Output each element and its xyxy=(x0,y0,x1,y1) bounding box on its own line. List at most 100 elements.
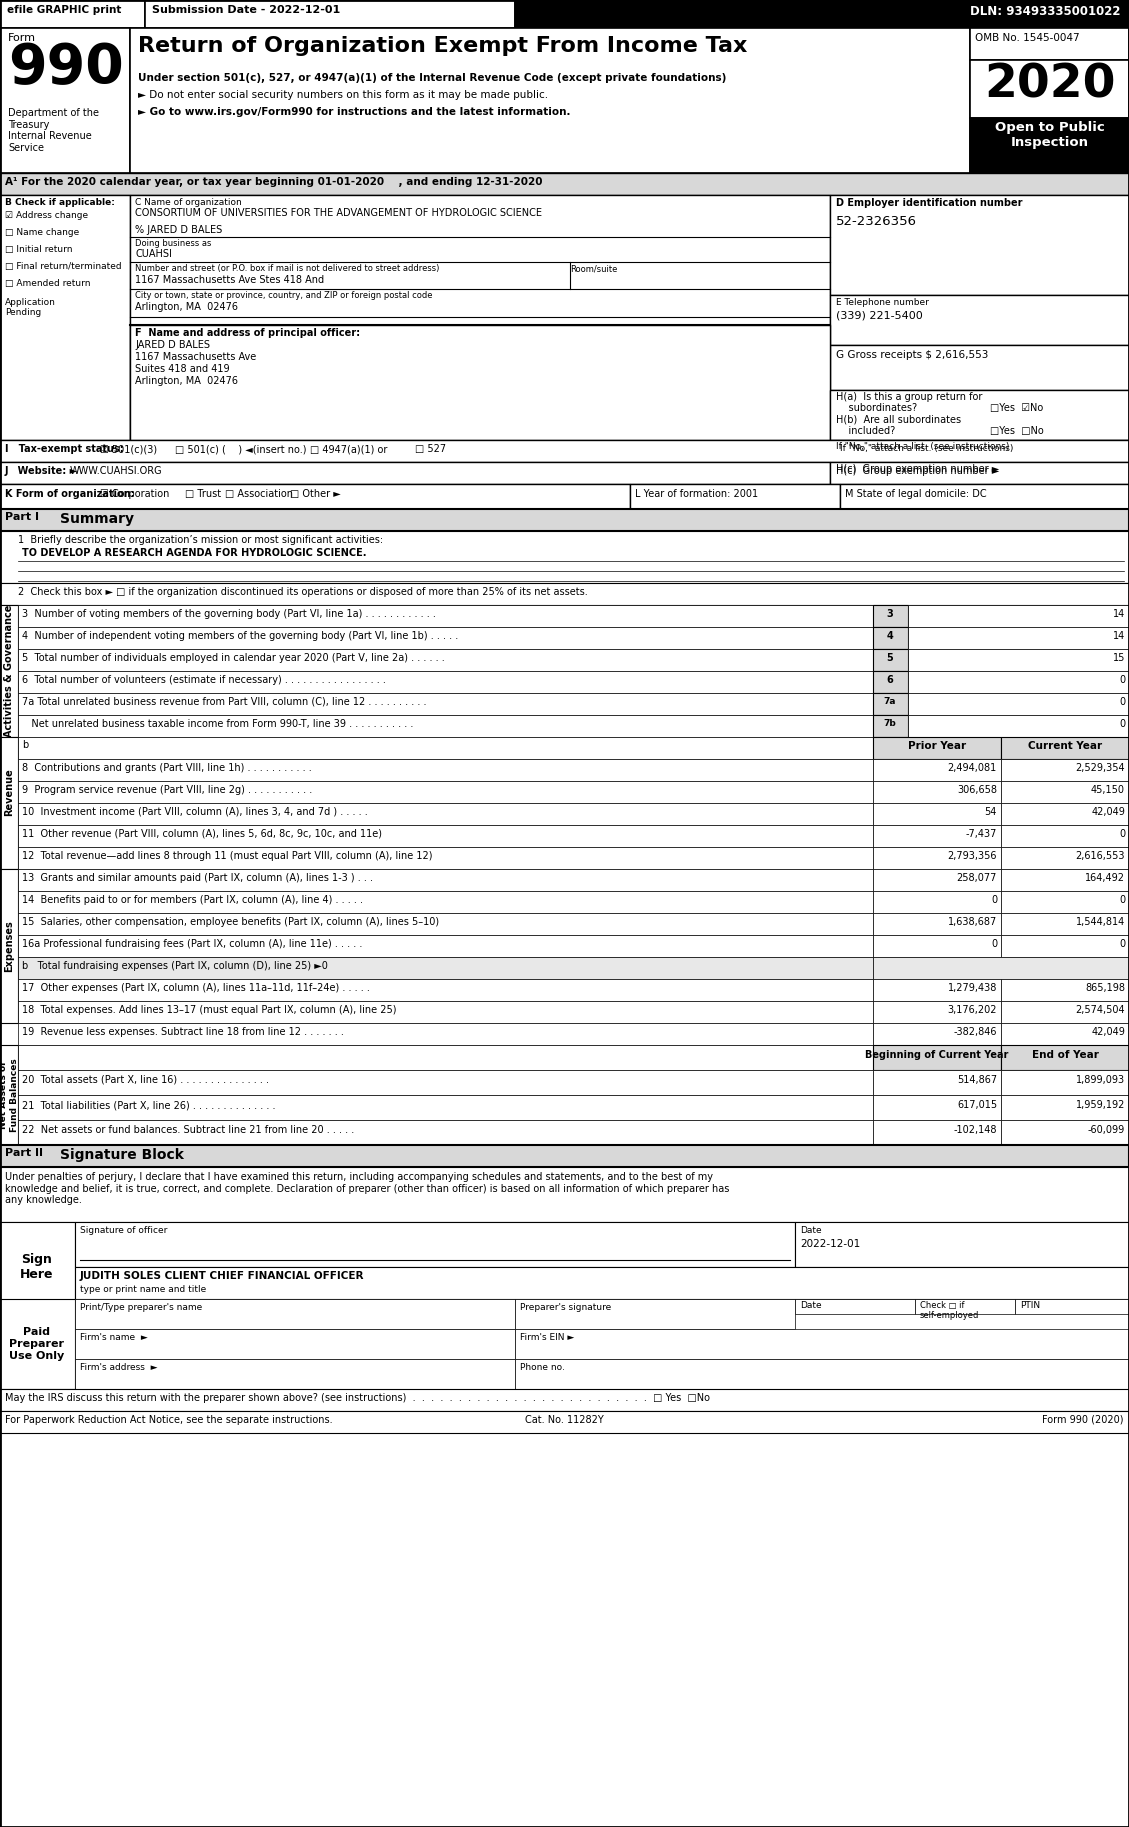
Bar xyxy=(873,692,908,714)
Text: □Yes  ☑No: □Yes ☑No xyxy=(990,404,1043,413)
Text: Arlington, MA  02476: Arlington, MA 02476 xyxy=(135,301,238,312)
Text: included?: included? xyxy=(835,426,895,437)
Text: Return of Organization Exempt From Income Tax: Return of Organization Exempt From Incom… xyxy=(138,37,747,57)
Text: Suites 418 and 419: Suites 418 and 419 xyxy=(135,364,229,375)
Text: 2,574,504: 2,574,504 xyxy=(1076,1005,1124,1016)
Text: efile GRAPHIC print: efile GRAPHIC print xyxy=(7,5,122,15)
Bar xyxy=(830,345,1129,389)
Bar xyxy=(1001,758,1129,780)
Text: 15  Salaries, other compensation, employee benefits (Part IX, column (A), lines : 15 Salaries, other compensation, employe… xyxy=(21,917,439,926)
Text: Phone no.: Phone no. xyxy=(520,1363,564,1372)
Text: E Telephone number: E Telephone number xyxy=(835,298,929,307)
Text: 2020: 2020 xyxy=(984,62,1115,108)
Text: 2  Check this box ► □ if the organization discontinued its operations or dispose: 2 Check this box ► □ if the organization… xyxy=(18,586,588,597)
Text: Submission Date - 2022-12-01: Submission Date - 2022-12-01 xyxy=(152,5,340,15)
Text: 14: 14 xyxy=(1113,630,1124,641)
Text: 52-2326356: 52-2326356 xyxy=(835,216,917,228)
Text: 6: 6 xyxy=(886,674,893,685)
Text: □ Name change: □ Name change xyxy=(5,228,79,238)
Text: CUAHSI: CUAHSI xyxy=(135,248,172,259)
Text: JUDITH SOLES CLIENT CHIEF FINANCIAL OFFICER: JUDITH SOLES CLIENT CHIEF FINANCIAL OFFI… xyxy=(80,1272,365,1281)
Text: M State of legal domicile: DC: M State of legal domicile: DC xyxy=(844,490,987,499)
Bar xyxy=(75,1266,1129,1299)
Text: ☑ Address change: ☑ Address change xyxy=(5,210,88,219)
Text: OMB No. 1545-0047: OMB No. 1545-0047 xyxy=(975,33,1079,44)
Text: 1167 Massachusetts Ave Stes 418 And: 1167 Massachusetts Ave Stes 418 And xyxy=(135,276,324,285)
Text: 45,150: 45,150 xyxy=(1091,786,1124,795)
Bar xyxy=(795,1299,914,1314)
Text: End of Year: End of Year xyxy=(1032,1051,1099,1060)
Text: □ 4947(a)(1) or: □ 4947(a)(1) or xyxy=(310,444,387,453)
Text: 18  Total expenses. Add lines 13–17 (must equal Part IX, column (A), line 25): 18 Total expenses. Add lines 13–17 (must… xyxy=(21,1005,396,1016)
Text: 6  Total number of volunteers (estimate if necessary) . . . . . . . . . . . . . : 6 Total number of volunteers (estimate i… xyxy=(21,674,386,685)
Text: □ Association: □ Association xyxy=(225,490,294,499)
Text: 14  Benefits paid to or for members (Part IX, column (A), line 4) . . . . .: 14 Benefits paid to or for members (Part… xyxy=(21,895,364,904)
Bar xyxy=(0,174,1129,195)
Bar xyxy=(830,462,1129,484)
Text: H(a)  Is this a group return for: H(a) Is this a group return for xyxy=(835,393,982,402)
Bar xyxy=(18,692,873,714)
Bar xyxy=(970,27,1129,60)
Text: Department of the
Treasury
Internal Revenue
Service: Department of the Treasury Internal Reve… xyxy=(8,108,99,153)
Text: □ Initial return: □ Initial return xyxy=(5,245,72,254)
Text: 7a Total unrelated business revenue from Part VIII, column (C), line 12 . . . . : 7a Total unrelated business revenue from… xyxy=(21,696,427,707)
Bar xyxy=(873,1001,1001,1023)
Text: Summary: Summary xyxy=(60,512,134,526)
Bar xyxy=(0,27,130,174)
Text: Prior Year: Prior Year xyxy=(908,742,966,751)
Bar xyxy=(908,671,1129,692)
Text: 15: 15 xyxy=(1112,652,1124,663)
Text: City or town, state or province, country, and ZIP or foreign postal code: City or town, state or province, country… xyxy=(135,290,432,300)
Text: 3  Number of voting members of the governing body (Part VI, line 1a) . . . . . .: 3 Number of voting members of the govern… xyxy=(21,608,436,619)
Bar xyxy=(0,484,630,510)
Bar xyxy=(908,627,1129,649)
Text: H(c)  Group exemption number ►: H(c) Group exemption number ► xyxy=(835,464,999,473)
Bar xyxy=(18,736,873,758)
Text: % JARED D BALES: % JARED D BALES xyxy=(135,225,222,236)
Text: 0: 0 xyxy=(1119,696,1124,707)
Text: Paid
Preparer
Use Only: Paid Preparer Use Only xyxy=(9,1328,64,1361)
Text: H(b)  Are all subordinates: H(b) Are all subordinates xyxy=(835,415,961,426)
Text: b: b xyxy=(21,740,28,751)
Bar xyxy=(515,1359,1129,1389)
Bar xyxy=(873,736,1128,758)
Text: -382,846: -382,846 xyxy=(954,1027,997,1038)
Text: 5  Total number of individuals employed in calendar year 2020 (Part V, line 2a) : 5 Total number of individuals employed i… xyxy=(21,652,445,663)
Bar xyxy=(18,1001,873,1023)
Text: 617,015: 617,015 xyxy=(957,1100,997,1111)
Text: 0: 0 xyxy=(1119,674,1124,685)
Text: B Check if applicable:: B Check if applicable: xyxy=(5,197,115,206)
Text: 13  Grants and similar amounts paid (Part IX, column (A), lines 1-3 ) . . .: 13 Grants and similar amounts paid (Part… xyxy=(21,873,373,882)
Text: 0: 0 xyxy=(1119,895,1124,904)
Bar xyxy=(873,957,1129,979)
Bar xyxy=(18,714,873,736)
Bar xyxy=(795,1222,1129,1266)
Text: Part I: Part I xyxy=(5,512,40,523)
Bar xyxy=(1001,736,1129,758)
Bar xyxy=(18,649,873,671)
Text: 1  Briefly describe the organization’s mission or most significant activities:: 1 Briefly describe the organization’s mi… xyxy=(18,535,383,544)
Bar xyxy=(830,389,1129,440)
Text: (339) 221-5400: (339) 221-5400 xyxy=(835,311,922,322)
Bar xyxy=(873,870,1001,892)
Bar xyxy=(145,0,515,27)
Text: 1,959,192: 1,959,192 xyxy=(1076,1100,1124,1111)
Text: 2,793,356: 2,793,356 xyxy=(947,851,997,861)
Bar xyxy=(0,440,1129,462)
Text: 2022-12-01: 2022-12-01 xyxy=(800,1239,860,1250)
Text: Form: Form xyxy=(8,33,36,44)
Text: 5: 5 xyxy=(886,652,893,663)
Bar xyxy=(873,914,1001,935)
Bar xyxy=(1001,848,1129,870)
Bar xyxy=(873,1120,1001,1146)
Text: 7a: 7a xyxy=(884,696,896,705)
Bar xyxy=(908,649,1129,671)
Bar xyxy=(873,736,1001,758)
Text: 2,529,354: 2,529,354 xyxy=(1076,764,1124,773)
Bar xyxy=(873,935,1001,957)
Text: Open to Public
Inspection: Open to Public Inspection xyxy=(995,121,1105,150)
Text: 0: 0 xyxy=(1119,720,1124,729)
Bar xyxy=(1001,1120,1129,1146)
Text: Firm's address  ►: Firm's address ► xyxy=(80,1363,158,1372)
Bar xyxy=(970,60,1129,119)
